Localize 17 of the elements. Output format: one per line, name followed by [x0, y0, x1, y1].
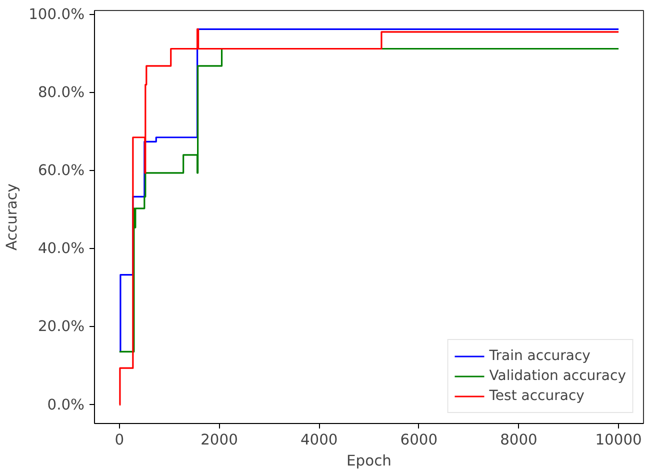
- x-tick-label: 10000: [595, 432, 642, 448]
- legend-label: Test accuracy: [489, 388, 584, 404]
- x-axis-title: Epoch: [346, 452, 392, 470]
- x-tick-label: 4000: [300, 432, 338, 448]
- y-tick-label: 100.0%: [28, 6, 85, 23]
- x-tick-label: 2000: [200, 432, 238, 448]
- y-tick-label: 20.0%: [38, 318, 85, 336]
- y-tick-label: 60.0%: [38, 162, 85, 180]
- x-tick-label: 6000: [400, 432, 438, 448]
- legend-label: Validation accuracy: [489, 368, 626, 384]
- y-tick-label: 0.0%: [47, 396, 85, 414]
- legend-label: Train accuracy: [489, 348, 590, 364]
- x-tick-label: 8000: [500, 432, 538, 448]
- y-tick-label: 80.0%: [38, 84, 85, 101]
- x-tick-label: 0: [114, 432, 124, 448]
- y-tick-label: 40.0%: [38, 240, 85, 258]
- y-axis-title: Accuracy: [4, 183, 21, 250]
